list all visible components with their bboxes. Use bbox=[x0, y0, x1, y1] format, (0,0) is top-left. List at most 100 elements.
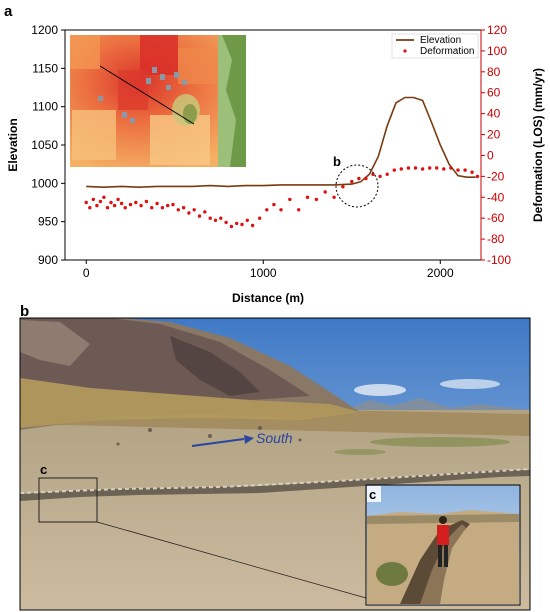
y2-tick-label: -40 bbox=[487, 190, 505, 204]
y2-tick-label: -100 bbox=[487, 253, 511, 267]
deformation-point bbox=[166, 203, 170, 208]
deformation-point bbox=[470, 170, 474, 174]
x-axis: 0 1000 2000 bbox=[83, 260, 454, 280]
annotation-b-marker: b bbox=[333, 154, 379, 208]
y2-tick-label: 20 bbox=[487, 128, 501, 142]
y2-tick-label: -80 bbox=[487, 232, 505, 246]
deformation-point bbox=[420, 167, 425, 171]
deformation-point bbox=[181, 206, 186, 210]
deformation-point bbox=[160, 206, 165, 210]
deformation-point bbox=[192, 208, 196, 212]
deformation-point bbox=[435, 166, 439, 170]
x-tick-label: 2000 bbox=[427, 266, 454, 280]
deformation-point bbox=[208, 216, 212, 220]
deformation-point bbox=[385, 172, 389, 176]
legend-label-elevation: Elevation bbox=[420, 35, 461, 46]
series-layer bbox=[84, 96, 480, 229]
deformation-point bbox=[428, 166, 432, 170]
inset-locator-c: c bbox=[38, 462, 367, 599]
deformation-point bbox=[187, 211, 191, 215]
deformation-point bbox=[258, 216, 262, 220]
deformation-point bbox=[378, 174, 382, 179]
deformation-point bbox=[98, 199, 103, 204]
y-axis-title-left: Elevation bbox=[6, 118, 20, 171]
y2-tick-label: 80 bbox=[487, 65, 501, 79]
x-axis-title: Distance (m) bbox=[232, 291, 304, 305]
y-axis-elevation: 900 950 1000 1050 1100 1150 1200 bbox=[31, 23, 65, 267]
inset-leader-line bbox=[96, 521, 367, 599]
y-tick-label: 950 bbox=[38, 215, 58, 229]
deformation-point bbox=[213, 218, 218, 222]
deformation-point bbox=[279, 208, 283, 212]
deformation-point bbox=[245, 218, 249, 222]
deformation-point bbox=[364, 176, 368, 181]
deformation-point bbox=[341, 185, 345, 189]
deformation-point bbox=[123, 206, 127, 210]
legend-label-deformation: Deformation bbox=[420, 46, 474, 57]
y-tick-label: 1150 bbox=[32, 61, 58, 75]
deformation-point bbox=[442, 167, 446, 171]
panel-a-label: a bbox=[4, 3, 13, 20]
deformation-point bbox=[109, 200, 113, 205]
y-tick-label: 1000 bbox=[31, 176, 58, 190]
deformation-point bbox=[392, 168, 396, 172]
deformation-point bbox=[357, 176, 361, 181]
annotation-b-label: b bbox=[333, 154, 341, 169]
annotation-dotted-circle bbox=[335, 164, 379, 208]
deformation-point bbox=[399, 167, 403, 171]
y2-tick-label: -60 bbox=[487, 211, 505, 225]
deformation-point bbox=[134, 200, 138, 205]
inset-photo-c: c bbox=[365, 484, 521, 606]
deformation-point bbox=[305, 195, 310, 199]
deformation-point bbox=[323, 190, 327, 194]
photo-frame bbox=[19, 317, 531, 611]
x-tick-label: 0 bbox=[83, 266, 90, 280]
south-arrow: South bbox=[191, 430, 293, 447]
deformation-point bbox=[91, 197, 96, 202]
deformation-point bbox=[272, 202, 276, 207]
deformation-point bbox=[314, 197, 319, 202]
deformation-point bbox=[95, 203, 99, 208]
y-tick-label: 1100 bbox=[32, 100, 58, 114]
deformation-point bbox=[406, 166, 411, 170]
inset-locator-box bbox=[38, 477, 98, 523]
inset-profile-line bbox=[99, 65, 195, 125]
inset-locator-label: c bbox=[40, 462, 47, 477]
deformation-point bbox=[332, 195, 336, 199]
south-label: South bbox=[256, 430, 293, 446]
deformation-point bbox=[350, 179, 354, 184]
deformation-point bbox=[84, 200, 88, 205]
deformation-point bbox=[235, 221, 239, 226]
deformation-point bbox=[475, 174, 480, 179]
legend-swatch-deformation bbox=[403, 49, 407, 53]
deformation-point bbox=[102, 195, 106, 199]
deformation-point bbox=[144, 199, 149, 204]
x-tick-label: 1000 bbox=[250, 266, 277, 280]
series-points-deformation bbox=[84, 166, 480, 229]
y2-tick-label: -20 bbox=[487, 169, 505, 183]
series-line-elevation bbox=[86, 96, 476, 189]
deformation-point bbox=[224, 220, 228, 225]
deformation-point bbox=[176, 208, 180, 212]
deformation-point bbox=[288, 197, 292, 202]
deformation-point bbox=[297, 208, 301, 212]
y2-tick-label: 120 bbox=[487, 23, 507, 37]
deformation-point bbox=[119, 201, 124, 206]
y-tick-label: 900 bbox=[38, 253, 58, 267]
deformation-point bbox=[112, 203, 117, 208]
y2-tick-label: 100 bbox=[487, 44, 507, 58]
deformation-point bbox=[128, 202, 133, 207]
y2-tick-label: 0 bbox=[487, 148, 494, 162]
y-axis-title-right: Deformation (LOS) (mm/yr) bbox=[531, 68, 545, 222]
y-tick-label: 1200 bbox=[31, 23, 58, 37]
deformation-point bbox=[413, 166, 418, 170]
inset-photo-label: c bbox=[369, 487, 376, 502]
deformation-point bbox=[219, 216, 223, 220]
deformation-point bbox=[197, 214, 202, 218]
deformation-point bbox=[171, 202, 175, 207]
deformation-point bbox=[139, 203, 143, 208]
deformation-point bbox=[240, 222, 244, 227]
deformation-point bbox=[155, 201, 159, 206]
deformation-point bbox=[105, 206, 110, 210]
